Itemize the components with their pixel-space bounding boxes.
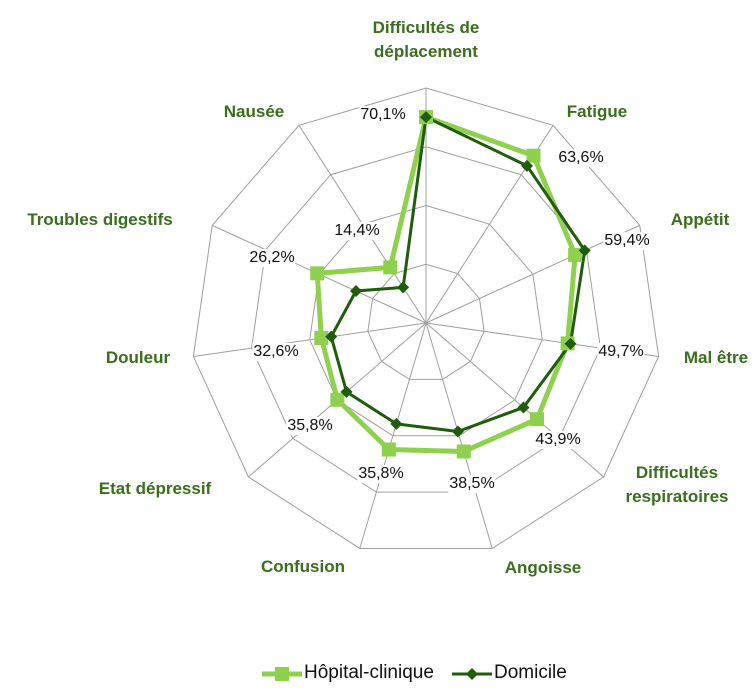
category-label: Etat dépressif bbox=[98, 479, 212, 498]
marker bbox=[517, 401, 530, 414]
marker bbox=[521, 159, 534, 172]
category-label: Nausée bbox=[223, 102, 285, 121]
marker bbox=[578, 244, 591, 257]
value-label: 63,6% bbox=[557, 149, 605, 167]
spoke bbox=[425, 322, 604, 478]
marker bbox=[310, 266, 325, 281]
legend-label: Domicile bbox=[494, 662, 567, 683]
legend-marker bbox=[466, 668, 478, 680]
grid-ring bbox=[192, 87, 660, 549]
marker bbox=[456, 444, 471, 459]
marker bbox=[564, 337, 577, 350]
marker bbox=[420, 111, 432, 124]
spoke bbox=[193, 322, 427, 357]
value-label: 70,1% bbox=[359, 106, 407, 124]
value-label: 26,2% bbox=[248, 249, 296, 267]
category-label: Douleur bbox=[105, 348, 171, 367]
grid-ring bbox=[367, 263, 485, 380]
value-label: 35,8% bbox=[357, 465, 405, 483]
marker bbox=[325, 330, 338, 343]
value-label: 59,4% bbox=[603, 232, 651, 250]
category-label: Angoisse bbox=[504, 558, 582, 577]
spoke bbox=[359, 322, 427, 549]
marker bbox=[451, 425, 464, 438]
marker bbox=[340, 385, 353, 398]
marker bbox=[314, 331, 329, 346]
value-label: 35,8% bbox=[286, 417, 334, 435]
legend-label: Hôpital-clinique bbox=[304, 662, 434, 683]
category-label: Troubles digestifs bbox=[27, 210, 173, 229]
marker bbox=[349, 285, 362, 298]
value-label: 49,7% bbox=[597, 343, 645, 361]
marker bbox=[381, 442, 396, 457]
value-label: 14,4% bbox=[333, 222, 381, 240]
category-label: Difficultés de déplacement bbox=[372, 18, 480, 61]
series-line bbox=[329, 115, 587, 434]
marker bbox=[397, 281, 410, 294]
series-line bbox=[314, 114, 578, 455]
category-label: Confusion bbox=[260, 557, 346, 576]
category-label: Fatigue bbox=[566, 102, 628, 121]
value-label: 32,6% bbox=[252, 343, 300, 361]
legend-marker bbox=[275, 667, 289, 681]
marker bbox=[526, 148, 541, 163]
grid-ring bbox=[309, 204, 543, 437]
marker bbox=[383, 260, 398, 275]
category-label: Mal être bbox=[683, 348, 749, 367]
value-label: 38,5% bbox=[448, 475, 496, 493]
category-label: Difficultés respiratoires bbox=[625, 463, 729, 506]
value-label: 43,9% bbox=[534, 431, 582, 449]
marker bbox=[330, 392, 345, 407]
category-label: Appétit bbox=[670, 210, 730, 229]
marker bbox=[530, 412, 545, 427]
marker bbox=[568, 247, 583, 262]
marker bbox=[390, 417, 403, 430]
